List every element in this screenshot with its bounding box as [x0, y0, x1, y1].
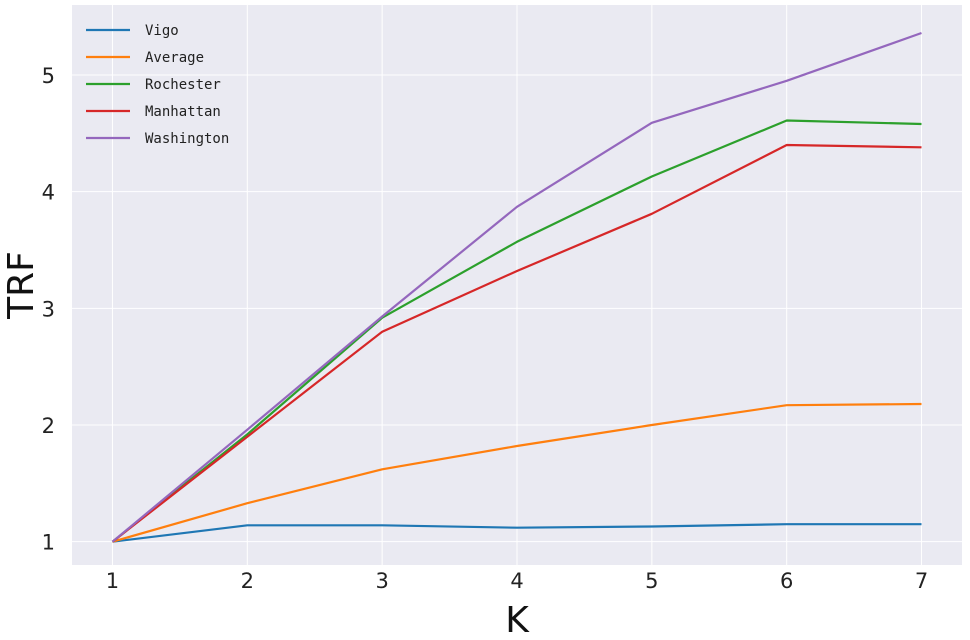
series-lines: [111, 31, 922, 543]
y-tick-label: 5: [42, 64, 55, 88]
y-tick-label: 2: [42, 414, 55, 438]
y-tick-label: 1: [42, 531, 55, 555]
x-tick-label: 3: [375, 569, 388, 593]
x-tick-label: 7: [915, 569, 928, 593]
grid: [72, 5, 962, 565]
series-line-rochester: [111, 119, 922, 543]
legend-item-manhattan: Manhattan: [86, 104, 221, 120]
legend-label: Washington: [145, 131, 229, 147]
legend-item-rochester: Rochester: [86, 77, 221, 93]
y-tick-labels: 1 2 3 4 5: [42, 64, 55, 555]
legend-label: Manhattan: [145, 104, 221, 120]
legend-label: Average: [145, 50, 204, 66]
legend: Vigo Average Rochester Manhattan Washington: [86, 23, 229, 147]
x-tick-label: 2: [241, 569, 254, 593]
y-tick-label: 3: [42, 297, 55, 321]
series-line-vigo: [112, 523, 922, 543]
legend-item-washington: Washington: [86, 131, 229, 147]
legend-item-vigo: Vigo: [86, 23, 179, 39]
x-tick-label: 5: [645, 569, 658, 593]
series-line-washington: [111, 31, 922, 543]
series-line-average: [112, 402, 922, 543]
legend-item-average: Average: [86, 50, 204, 66]
x-tick-labels: 1 2 3 4 5 6 7: [106, 569, 928, 593]
series-line-manhattan: [111, 143, 922, 543]
y-axis-label: TRF: [1, 251, 42, 320]
x-axis-label: K: [505, 600, 530, 640]
y-tick-label: 4: [42, 181, 55, 205]
x-tick-label: 6: [780, 569, 793, 593]
x-tick-label: 1: [106, 569, 119, 593]
legend-label: Rochester: [145, 77, 221, 93]
x-tick-label: 4: [510, 569, 523, 593]
legend-label: Vigo: [145, 23, 179, 39]
